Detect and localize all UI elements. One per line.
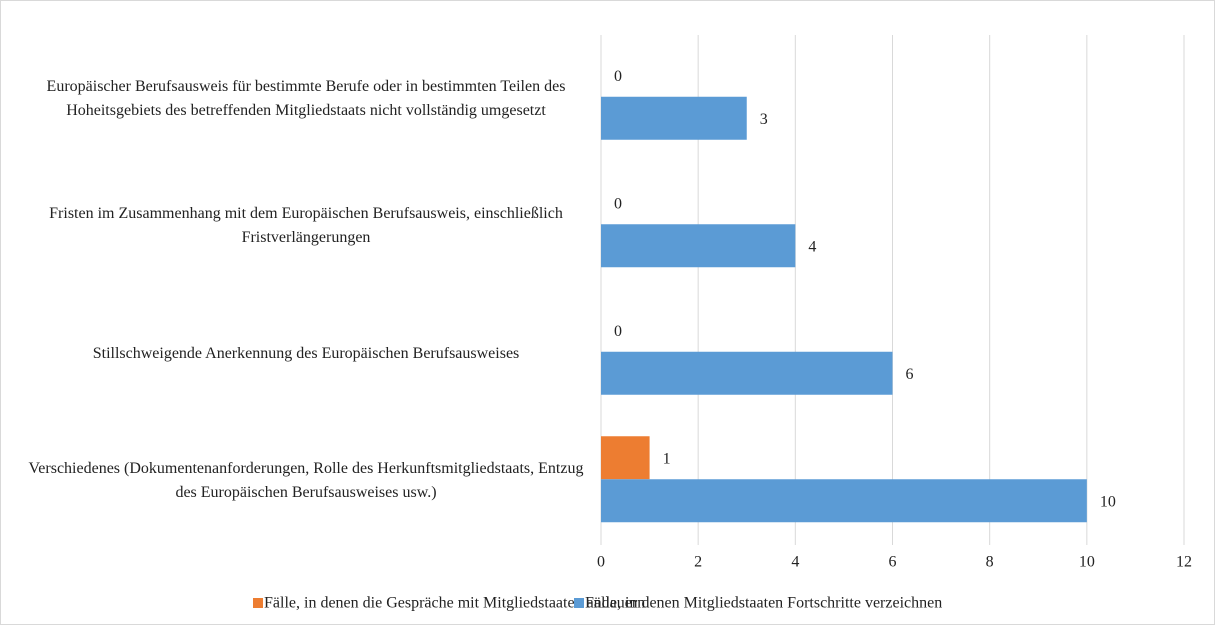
category-label: Verschiedenes (Dokumentenanforderungen, …: [28, 460, 584, 502]
bar: [601, 351, 893, 395]
bar: [601, 224, 796, 268]
legend-swatch: [253, 598, 263, 608]
bar: [601, 479, 1087, 523]
x-tick-label: 2: [694, 554, 702, 571]
bar: [601, 436, 650, 480]
value-label: 0: [614, 68, 622, 85]
legend-label: Fälle, in denen Mitgliedstaaten Fortschr…: [585, 595, 942, 612]
x-tick-label: 8: [986, 554, 994, 571]
category-label: Stillschweigende Anerkennung des Europäi…: [92, 344, 520, 362]
category-label: Europäischer Berufsausweis für bestimmte…: [46, 77, 566, 119]
x-tick-label: 12: [1176, 554, 1192, 571]
bar: [601, 96, 747, 140]
category-label: Fristen im Zusammenhang mit dem Europäis…: [49, 205, 563, 247]
value-label: 10: [1100, 493, 1116, 510]
value-label: 1: [663, 450, 671, 467]
value-label: 0: [614, 195, 622, 212]
value-label: 4: [808, 238, 816, 255]
x-tick-label: 4: [791, 554, 799, 571]
legend-swatch: [574, 598, 584, 608]
legend-label: Fälle, in denen die Gespräche mit Mitgli…: [264, 595, 645, 612]
value-label: 0: [614, 323, 622, 340]
x-tick-label: 6: [889, 554, 897, 571]
value-label: 6: [906, 366, 914, 383]
value-label: 3: [760, 111, 768, 128]
x-tick-label: 10: [1079, 554, 1095, 571]
x-tick-label: 0: [597, 554, 605, 571]
